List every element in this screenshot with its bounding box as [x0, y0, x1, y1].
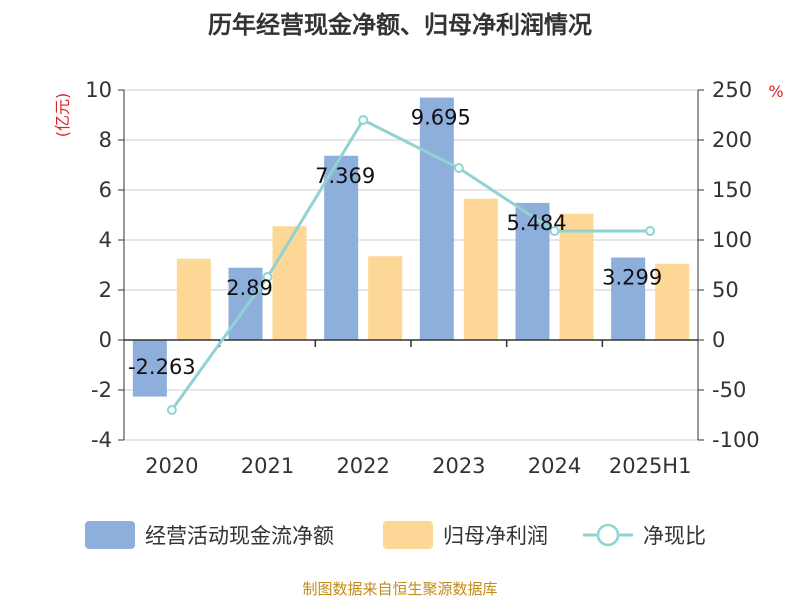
right-tick-label: -50: [712, 378, 746, 402]
bar-cashflow: [228, 267, 263, 340]
legend-label-profit: 归母净利润: [443, 524, 548, 548]
x-tick-label: 2023: [432, 454, 485, 478]
bar-profit: [176, 258, 211, 340]
right-tick-label: 200: [712, 128, 752, 152]
cashflow-data-label: 5.484: [506, 211, 566, 235]
ratio-point: [262, 272, 273, 282]
cashflow-data-label: -2.263: [128, 355, 196, 379]
right-tick-label: -100: [712, 428, 760, 452]
ratio-point: [549, 226, 560, 236]
bar-cashflow: [419, 97, 454, 340]
chart-title: 历年经营现金净额、归母净利润情况: [208, 11, 592, 39]
ratio-point: [645, 226, 656, 236]
x-tick-label: 2025H1: [609, 454, 692, 478]
right-axis-unit: %: [768, 82, 783, 101]
gridlines: [124, 89, 698, 441]
axes: -4 -2 0 2 4 6 8 10 -100 -50 0 50 100 150 200 250 2020 202…: [85, 78, 759, 478]
left-axis-unit: (亿元): [53, 93, 72, 138]
data-source-note: 制图数据来自恒生聚源数据库: [302, 580, 497, 598]
x-tick-label: 2022: [336, 454, 389, 478]
left-tick-label: -2: [91, 378, 112, 402]
legend: 经营活动现金流净额 归母净利润 净现比: [85, 521, 706, 549]
ratio-line-group: [166, 115, 656, 415]
left-tick-label: 2: [99, 278, 112, 302]
cashflow-data-label: 7.369: [315, 164, 375, 188]
cashflow-data-label: 3.299: [602, 266, 662, 290]
legend-swatch-cashflow: [85, 521, 135, 549]
bar-cashflow: [324, 155, 359, 340]
legend-label-ratio: 净现比: [643, 524, 706, 548]
bar-group: [132, 97, 690, 397]
cashflow-data-label: 9.695: [411, 106, 471, 130]
legend-marker-ratio: [596, 523, 620, 547]
cashflow-data-label: 2.89: [226, 276, 273, 300]
x-tick-label: 2021: [241, 454, 294, 478]
bar-cashflow: [132, 340, 167, 397]
left-tick-label: 8: [99, 128, 112, 152]
bar-cashflow: [611, 257, 646, 340]
legend-label-cashflow: 经营活动现金流净额: [145, 524, 334, 548]
left-tick-label: 4: [99, 228, 112, 252]
right-tick-label: 150: [712, 178, 752, 202]
bar-profit: [655, 263, 690, 340]
bar-profit: [368, 256, 403, 340]
bar-profit: [559, 213, 594, 340]
left-tick-label: -4: [91, 428, 112, 452]
right-tick-label: 100: [712, 228, 752, 252]
left-tick-label: 10: [85, 78, 112, 102]
ratio-point: [166, 405, 177, 415]
ratio-line: [170, 118, 651, 411]
bar-profit: [463, 198, 498, 340]
left-tick-label: 6: [99, 178, 112, 202]
left-tick-label: 0: [99, 328, 112, 352]
x-tick-label: 2020: [145, 454, 198, 478]
bar-profit: [272, 226, 307, 340]
legend-swatch-profit: [383, 521, 433, 549]
right-tick-label: 0: [712, 328, 725, 352]
right-tick-label: 250: [712, 78, 752, 102]
ratio-point: [358, 115, 369, 125]
x-tick-label: 2024: [528, 454, 581, 478]
right-tick-label: 50: [712, 278, 739, 302]
data-labels: -2.263 2.89 7.369 9.695 5.484 3.299: [128, 106, 662, 379]
ratio-point: [453, 163, 464, 173]
